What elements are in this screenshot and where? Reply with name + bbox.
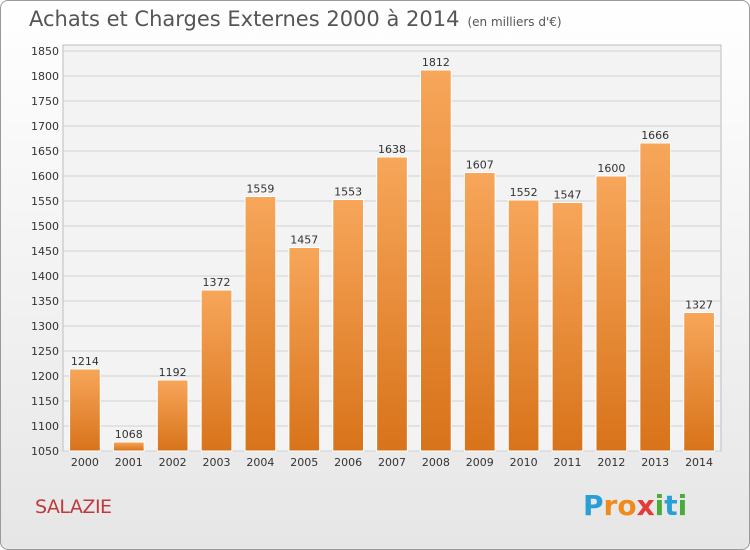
x-tick-label: 2004	[246, 456, 274, 469]
chart-title-text: Achats et Charges Externes 2000 à 2014	[29, 7, 460, 31]
y-tick-label: 1200	[31, 370, 59, 383]
x-tick-label: 2001	[115, 456, 143, 469]
y-tick-label: 1050	[31, 445, 59, 458]
x-tick-label: 2014	[685, 456, 713, 469]
x-tick-label: 2007	[378, 456, 406, 469]
y-tick-label: 1800	[31, 70, 59, 83]
y-tick-label: 1350	[31, 295, 59, 308]
data-label: 1552	[510, 186, 538, 199]
bar-2010	[507, 199, 540, 452]
bar-2008	[420, 69, 452, 452]
y-tick-label: 1450	[31, 245, 59, 258]
data-label: 1192	[159, 366, 187, 379]
data-label: 1068	[115, 428, 143, 441]
logo-letter: r	[603, 489, 618, 522]
proxiti-logo: Proxiti	[583, 489, 687, 522]
logo-letter: t	[664, 489, 678, 522]
bar-2001	[112, 441, 145, 452]
y-tick-label: 1250	[31, 345, 59, 358]
logo-letter: x	[636, 489, 655, 522]
data-label: 1812	[422, 56, 450, 69]
y-tick-labels: 1050 1100 1150 1200 1250 1300 1350 1400 1450 1500…	[31, 45, 59, 458]
logo-letter: i	[654, 489, 665, 522]
data-label: 1457	[290, 234, 318, 247]
data-label: 1638	[378, 143, 406, 156]
y-tick-label: 1500	[31, 220, 59, 233]
bar-2011	[551, 202, 584, 452]
x-tick-label: 2008	[422, 456, 450, 469]
bar-2000	[69, 368, 101, 452]
x-tick-label: 2006	[334, 456, 362, 469]
x-tick-label: 2011	[553, 456, 581, 469]
y-tick-label: 1750	[31, 95, 59, 108]
bar-2014	[683, 312, 715, 452]
bar-2013	[639, 142, 672, 452]
logo-letter: P	[583, 489, 604, 522]
data-label: 1547	[553, 189, 581, 202]
x-tick-label: 2003	[203, 456, 231, 469]
y-tick-label: 1600	[31, 170, 59, 183]
logo-letter: o	[617, 489, 637, 522]
x-tick-label: 2013	[641, 456, 669, 469]
chart-subtitle: (en milliers d'€)	[467, 15, 562, 29]
y-tick-label: 1700	[31, 120, 59, 133]
y-tick-label: 1850	[31, 45, 59, 58]
data-label: 1553	[334, 186, 362, 199]
bar-2005	[288, 247, 321, 452]
logo-letter: i	[677, 489, 688, 522]
chart-title: Achats et Charges Externes 2000 à 2014 (e…	[29, 7, 562, 31]
data-label: 1600	[597, 162, 625, 175]
bar-2007	[376, 156, 408, 452]
x-tick-label: 2009	[466, 456, 494, 469]
bar-2003	[200, 289, 233, 452]
x-tick-label: 2002	[159, 456, 187, 469]
bar-2002	[156, 379, 189, 452]
bar-2009	[463, 172, 496, 452]
x-tick-label: 2010	[510, 456, 538, 469]
y-tick-label: 1300	[31, 320, 59, 333]
place-name: SALAZIE	[35, 496, 112, 518]
x-tick-labels: 2000 2001 2002 2003 2004 2005 2006 2007 2008 2009…	[71, 456, 713, 469]
y-tick-label: 1150	[31, 395, 59, 408]
y-tick-label: 1550	[31, 195, 59, 208]
y-tick-label: 1100	[31, 420, 59, 433]
data-label: 1327	[685, 299, 713, 312]
data-label: 1666	[641, 129, 669, 142]
data-label: 1214	[71, 355, 99, 368]
data-label: 1559	[246, 183, 274, 196]
x-tick-label: 2000	[71, 456, 99, 469]
y-tick-label: 1650	[31, 145, 59, 158]
y-tick-label: 1400	[31, 270, 59, 283]
bar-2012	[595, 175, 628, 452]
data-label: 1607	[466, 159, 494, 172]
bars	[69, 69, 715, 452]
data-label: 1372	[203, 276, 231, 289]
data-labels: 1214 1068 1192 1372 1559 1457 1553 1638 1812 1607…	[71, 56, 713, 441]
bar-2004	[244, 196, 277, 452]
x-tick-label: 2012	[597, 456, 625, 469]
bar-2006	[332, 199, 364, 452]
x-tick-label: 2005	[290, 456, 318, 469]
